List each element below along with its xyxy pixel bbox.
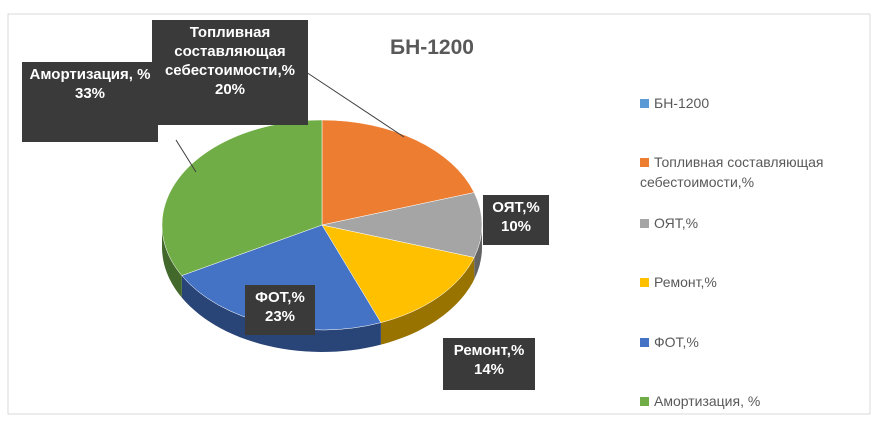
legend-item: Ремонт,%	[640, 272, 870, 292]
legend-item: Топливная составляющая себестоимости,%	[640, 152, 870, 192]
legend-swatch	[640, 99, 649, 108]
legend-label: Амортизация, %	[654, 393, 761, 409]
slice	[321, 119, 475, 226]
legend-label: ФОТ,%	[654, 334, 699, 350]
slice-side	[181, 275, 381, 352]
label-value: 10%	[500, 218, 532, 235]
legend-swatch	[640, 338, 649, 347]
chart-title: БН-1200	[390, 36, 474, 59]
data-label: Ремонт,% 14%	[443, 338, 535, 390]
legend-label: БН-1200	[654, 95, 710, 111]
legend-item: Амортизация, %	[640, 391, 870, 411]
data-label: Амортизация, % 33%	[22, 62, 158, 142]
label-category: ФОТ,%	[255, 289, 305, 306]
legend-item: ОЯТ,%	[640, 213, 870, 233]
data-label: ФОТ,% 23%	[245, 285, 315, 335]
chart-border	[7, 13, 871, 415]
legend-label: ОЯТ,%	[654, 215, 699, 231]
slice	[321, 192, 483, 258]
slice	[321, 224, 475, 323]
legend-label: Ремонт,%	[654, 274, 717, 290]
data-label: Топливная составляющая себестоимости,% 20…	[152, 20, 308, 125]
label-value: 33%	[74, 85, 106, 102]
legend-item: ФОТ,%	[640, 332, 870, 352]
legend-swatch	[640, 278, 649, 287]
slice-side	[162, 225, 182, 298]
leader-line	[175, 139, 197, 173]
data-label: ОЯТ,% 10%	[483, 195, 549, 245]
legend-swatch	[640, 397, 649, 406]
label-category: ОЯТ,%	[492, 199, 540, 216]
label-category: Ремонт,%	[453, 342, 525, 359]
legend-label: Топливная составляющая себестоимости,%	[640, 154, 824, 190]
label-value: 23%	[264, 308, 296, 325]
label-category: Амортизация, %	[29, 66, 151, 83]
legend-swatch	[640, 219, 649, 228]
slice-side	[474, 225, 482, 280]
leader-line	[305, 71, 405, 138]
legend-item: БН-1200	[640, 93, 870, 113]
slice-side	[380, 257, 475, 345]
label-value: 20%	[214, 81, 246, 98]
legend-swatch	[640, 158, 649, 167]
label-category: Топливная составляющая себестоимости,%	[164, 24, 296, 79]
label-value: 14%	[473, 361, 505, 378]
